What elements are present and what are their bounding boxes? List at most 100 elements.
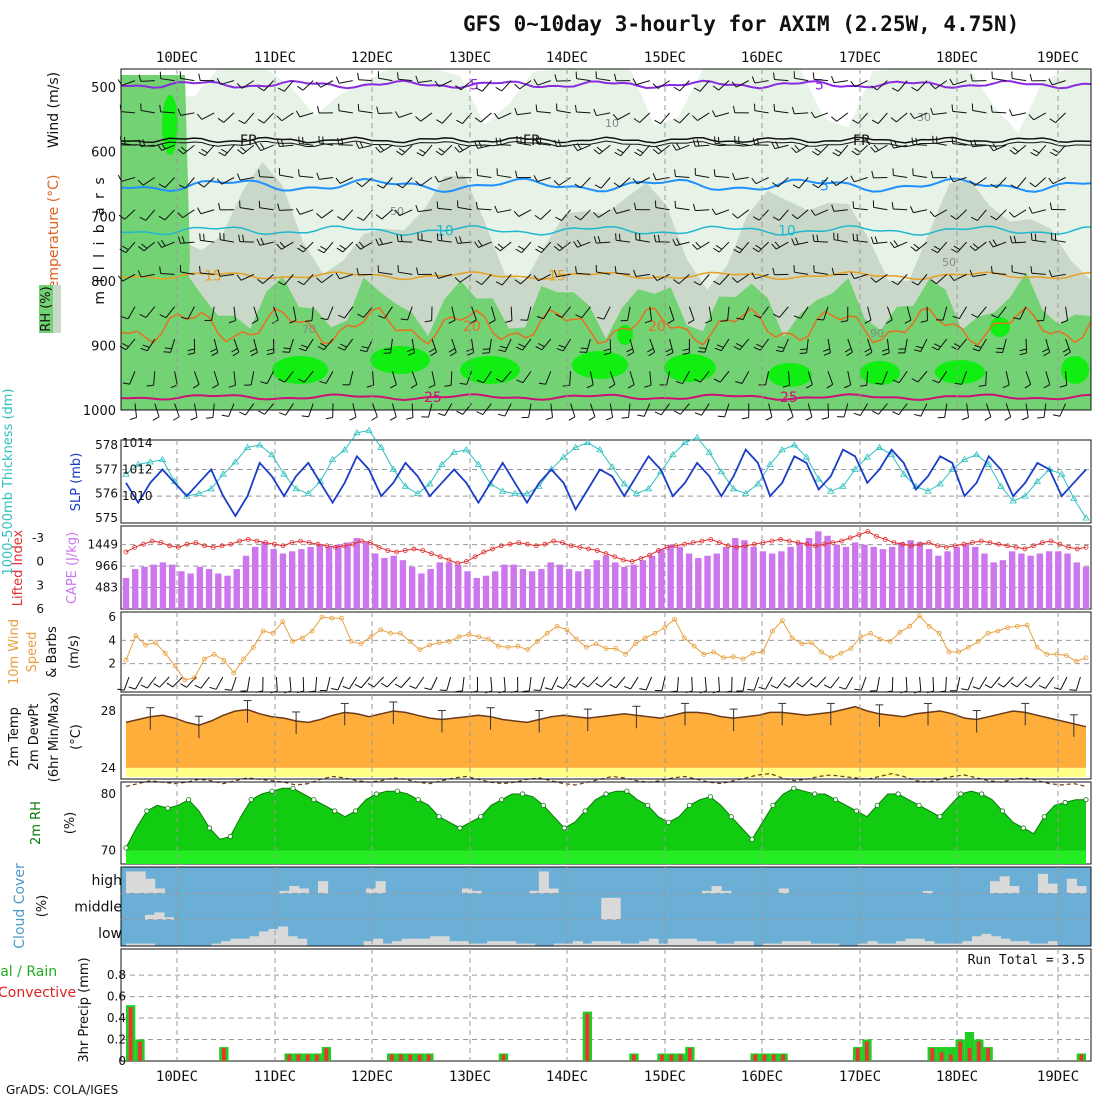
lifted-index-marker (385, 548, 391, 553)
barb-flag (376, 184, 384, 189)
barb-staff (765, 676, 773, 690)
wind-barb (614, 266, 631, 275)
barb-staff (599, 144, 611, 155)
barb-staff (857, 112, 868, 124)
wind10-marker (858, 634, 864, 640)
barb-flag (117, 275, 124, 282)
barb-staff (660, 403, 671, 416)
wind-barb (383, 338, 393, 354)
wind10-barb (409, 676, 425, 689)
wind10-marker (838, 650, 844, 656)
barb-flag (177, 149, 184, 155)
barb-flag (514, 279, 521, 285)
barb-flag (854, 688, 862, 691)
wind-barb (653, 234, 670, 243)
rh2m-marker (165, 805, 171, 811)
wind-barb (647, 338, 656, 357)
cloud-bar-low (962, 941, 973, 946)
thickness-tick: 578 (95, 438, 118, 452)
cape-axis-label: CAPE (J/kg) (65, 532, 80, 604)
rh2m-marker (290, 785, 296, 791)
barb-staff (802, 676, 813, 688)
lifted-index-marker (847, 535, 853, 541)
barb-flag (361, 346, 369, 349)
barb-flag (1019, 348, 1027, 352)
barb-flag (396, 183, 404, 189)
barb-staff (411, 403, 414, 418)
barb-staff (121, 111, 136, 114)
top-date-tick: 16DEC (741, 50, 783, 66)
wind-barb (514, 107, 532, 116)
lifted-index-marker (324, 543, 330, 549)
barb-staff (415, 676, 425, 689)
cloud-bar-low (259, 931, 270, 946)
wind10-barb (354, 676, 371, 689)
wind-barb (714, 136, 730, 146)
wind-barb (632, 177, 651, 185)
wind-barb (936, 306, 948, 321)
wind-barb (850, 272, 868, 280)
barb-flag (218, 202, 221, 210)
cloud-bar-high (1009, 886, 1020, 894)
barb-flag (166, 682, 173, 688)
barb-flag (238, 234, 241, 242)
thickness-marker (207, 485, 215, 492)
rh-contour-label: 50 (942, 256, 956, 269)
barb-flag (394, 209, 400, 217)
wind-barb (812, 177, 829, 189)
wind-barb (632, 78, 650, 86)
barb-flag (232, 351, 240, 357)
barb-staff (521, 241, 532, 253)
lifted-index-marker (271, 541, 277, 547)
barb-staff (305, 338, 314, 352)
wind10-marker (936, 630, 942, 636)
barb-staff (873, 241, 888, 245)
precip-conv-bar (222, 1048, 226, 1061)
barb-flag (1048, 269, 1053, 277)
barb-flag (276, 243, 282, 250)
barb-flag (874, 236, 878, 244)
barb-staff (339, 177, 354, 184)
thickness-marker (997, 482, 1005, 489)
barb-staff (125, 241, 136, 253)
wind10-barb (117, 676, 130, 691)
cape-bar (178, 571, 185, 609)
barb-staff (536, 111, 551, 114)
barb-flag (969, 139, 973, 147)
wind-barb (170, 371, 178, 389)
wind10-barb (381, 676, 398, 688)
barb-flag (692, 115, 698, 121)
wind-barb (535, 104, 551, 114)
barb-staff (657, 80, 670, 89)
wind-barb (138, 139, 155, 147)
barb-staff (320, 80, 334, 88)
wind10-marker (201, 656, 207, 662)
wind10-marker (848, 646, 854, 651)
cloud-bar-low (126, 943, 137, 946)
barb-flag (783, 683, 790, 688)
wind-barb (771, 241, 789, 250)
barb-staff (431, 371, 436, 386)
barb-staff (645, 676, 653, 691)
barb-flag (715, 245, 723, 250)
wind-barb (692, 139, 710, 147)
barb-staff (483, 370, 492, 384)
wind-barb (212, 371, 219, 389)
temp2m-axis-label-unit: (°C) (69, 724, 84, 750)
thickness-marker (754, 480, 762, 487)
cloud-bar-low (705, 941, 716, 946)
wind10-hgrid (121, 639, 1091, 665)
barb-flag (325, 417, 333, 420)
thickness-marker (608, 463, 616, 470)
cloud-bar-low (458, 941, 469, 946)
top-date-tick: 18DEC (936, 50, 978, 66)
barb-flag (711, 110, 716, 117)
cape-bar (602, 555, 610, 609)
barb-staff (239, 207, 254, 211)
barb-staff (807, 371, 813, 385)
barb-flag (478, 140, 483, 148)
lifted-index-marker (856, 532, 862, 538)
barb-flag (1060, 320, 1068, 324)
lifted-index-marker (673, 543, 679, 549)
barb-staff (649, 306, 653, 321)
